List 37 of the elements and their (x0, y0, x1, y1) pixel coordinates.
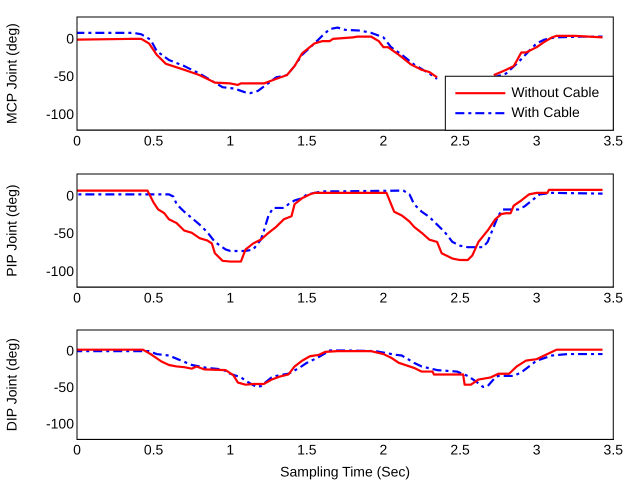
y-tick-label: -50 (54, 379, 74, 396)
y-tick-label: -100 (46, 416, 74, 432)
x-tick-label: 0.5 (144, 442, 164, 458)
x-tick-label: 3.5 (604, 442, 624, 458)
x-tick-label: 1.5 (297, 132, 317, 148)
y-tick-label: -50 (54, 68, 74, 84)
y-tick-label: 0 (66, 30, 74, 46)
x-tick-label: 2.5 (450, 132, 470, 148)
y-tick-label: -100 (46, 262, 74, 279)
x-tick-label: 2.5 (450, 442, 470, 458)
x-tick-label: 3 (532, 289, 541, 306)
x-tick-label: 2 (380, 442, 388, 458)
x-tick-label: 2.5 (450, 289, 470, 306)
y-axis-title: PIP Joint (deg) (3, 184, 20, 277)
x-axis-title: Sampling Time (Sec) (280, 463, 410, 480)
legend-label: With Cable (511, 104, 580, 120)
legend-label: Without Cable (511, 84, 600, 100)
y-tick-label: -50 (54, 225, 74, 242)
x-tick-label: 3 (532, 132, 541, 148)
x-tick-label: 1 (226, 442, 234, 458)
y-tick-label: -100 (46, 106, 74, 122)
x-tick-label: 3 (532, 442, 541, 458)
y-tick-label: 0 (66, 342, 74, 359)
x-tick-label: 3.5 (604, 289, 624, 306)
x-tick-label: 3.5 (604, 132, 624, 148)
x-tick-label: 0.5 (144, 132, 164, 148)
x-tick-label: 1 (226, 289, 234, 306)
y-tick-label: 0 (66, 188, 74, 204)
x-tick-label: 1 (226, 132, 234, 148)
x-tick-label: 2 (380, 289, 388, 306)
x-tick-label: 0.5 (144, 289, 164, 306)
x-tick-label: 1.5 (297, 442, 317, 458)
x-tick-label: 1.5 (297, 289, 317, 306)
y-axis-title: DIP Joint (deg) (3, 338, 20, 432)
y-axis-title: MCP Joint (deg) (3, 23, 20, 124)
x-tick-label: 2 (380, 132, 388, 148)
line-series (77, 190, 604, 252)
